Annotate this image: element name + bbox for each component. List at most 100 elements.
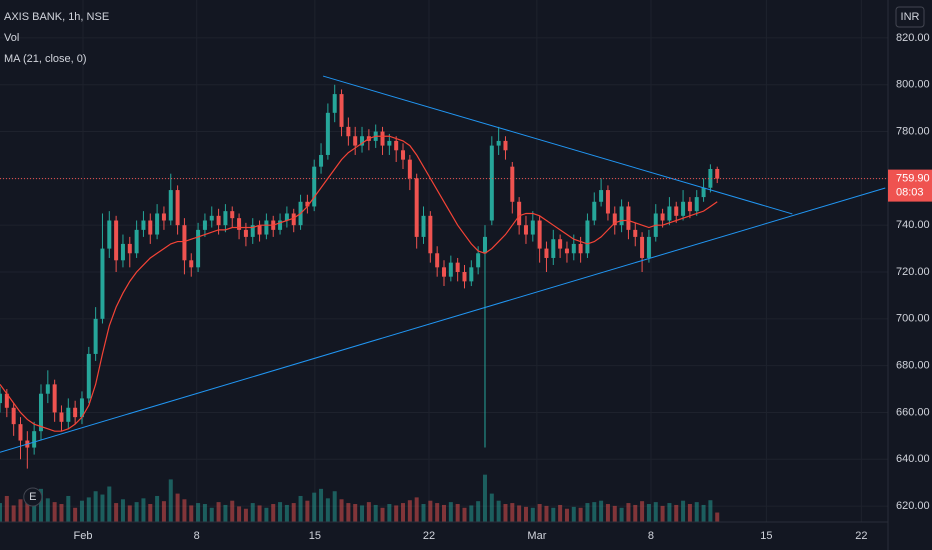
candle-body xyxy=(182,225,187,261)
volume-bar xyxy=(325,498,330,522)
currency[interactable]: INR xyxy=(901,11,920,23)
volume-bar xyxy=(298,495,303,522)
volume-bar xyxy=(715,512,720,522)
ma-legend: MA (21, close, 0) xyxy=(4,53,87,65)
candle-body xyxy=(18,424,23,441)
candle-body xyxy=(360,136,365,146)
volume-bar xyxy=(11,505,16,522)
candle-body xyxy=(189,260,194,268)
y-tick-label: 620.00 xyxy=(896,500,930,512)
volume-bar xyxy=(448,502,453,522)
candle-body xyxy=(605,190,610,214)
candle-body xyxy=(503,140,508,151)
volume-bar xyxy=(134,502,139,522)
event-label: E xyxy=(29,491,36,503)
candle-body xyxy=(489,145,494,221)
candle-body xyxy=(32,431,37,448)
trendline xyxy=(0,187,886,453)
candle-body xyxy=(646,236,651,258)
volume-bar xyxy=(353,504,358,522)
volume-bar xyxy=(312,492,317,522)
candle-body xyxy=(517,201,522,226)
volume-bar xyxy=(387,504,392,522)
volume-bar xyxy=(107,486,112,522)
volume-bar xyxy=(271,504,276,522)
candle-body xyxy=(476,253,481,268)
volume-bar xyxy=(38,488,43,522)
volume-bar xyxy=(489,493,494,522)
y-tick-label: 820.00 xyxy=(896,32,930,44)
volume-bar xyxy=(571,506,576,522)
volume-pane xyxy=(0,474,720,522)
candle-body xyxy=(66,407,71,422)
candle-body xyxy=(250,225,255,237)
price-label: 759.90 xyxy=(896,173,930,185)
volume-bar xyxy=(537,504,542,522)
volume-bar xyxy=(523,506,528,522)
volume-bar xyxy=(455,504,460,522)
candle-body xyxy=(455,262,460,273)
chart-title: AXIS BANK, 1h, NSE xyxy=(4,11,109,23)
volume-bar xyxy=(66,495,71,522)
candle-body xyxy=(394,140,399,151)
candle-body xyxy=(216,215,221,226)
currency-box[interactable] xyxy=(895,6,925,28)
volume-bar xyxy=(278,502,283,522)
candle-body xyxy=(107,220,112,249)
volume-legend: Vol xyxy=(4,32,19,44)
candle-body xyxy=(73,407,78,418)
candle-body xyxy=(45,384,50,394)
volume-bar xyxy=(189,505,194,522)
volume-bar xyxy=(243,508,248,522)
volume-bar xyxy=(4,495,9,522)
candle-body xyxy=(551,239,556,258)
x-tick-label: Mar xyxy=(527,530,546,542)
candle-body xyxy=(428,215,433,254)
volume-bar xyxy=(319,488,324,522)
volume-bar xyxy=(114,503,119,522)
volume-bar xyxy=(120,499,125,522)
candle-body xyxy=(339,94,344,127)
candle-body xyxy=(407,159,412,179)
candle-body xyxy=(530,220,535,235)
candle-body xyxy=(4,393,9,408)
candle-body xyxy=(510,166,515,202)
candle-body xyxy=(387,140,392,146)
volume-bar xyxy=(332,491,337,522)
candle-body xyxy=(86,353,91,399)
volume-bar xyxy=(687,504,692,522)
volume-bar xyxy=(626,503,631,522)
candle-body xyxy=(674,206,679,216)
countdown: 08:03 xyxy=(896,187,924,199)
volume-bar xyxy=(209,507,214,522)
volume-bar xyxy=(196,503,201,522)
volume-bar xyxy=(592,502,597,522)
y-tick-label: 640.00 xyxy=(896,453,930,465)
volume-bar xyxy=(612,505,617,522)
candle-body xyxy=(633,229,638,237)
candle-body xyxy=(694,197,699,212)
volume-bar xyxy=(141,498,146,522)
volume-bar xyxy=(155,495,160,522)
volume-bar xyxy=(93,491,98,522)
candle-body xyxy=(223,211,228,226)
candle-body xyxy=(353,136,358,146)
ma-line xyxy=(0,135,718,432)
candle-body xyxy=(599,190,604,202)
candle-body xyxy=(257,225,262,235)
volume-bar xyxy=(414,497,419,522)
candle-body xyxy=(38,393,43,432)
candle-body xyxy=(325,112,330,155)
volume-bar xyxy=(530,507,535,522)
candle-body xyxy=(435,253,440,268)
volume-bar xyxy=(360,505,365,522)
candle-body xyxy=(319,154,324,167)
volume-bar xyxy=(52,502,57,522)
volume-bar xyxy=(558,504,563,522)
candle-body xyxy=(687,201,692,212)
candle-body xyxy=(284,213,289,221)
volume-bar xyxy=(264,507,269,522)
candle-body xyxy=(134,229,139,254)
volume-bar xyxy=(346,503,351,522)
volume-bar xyxy=(45,498,50,522)
